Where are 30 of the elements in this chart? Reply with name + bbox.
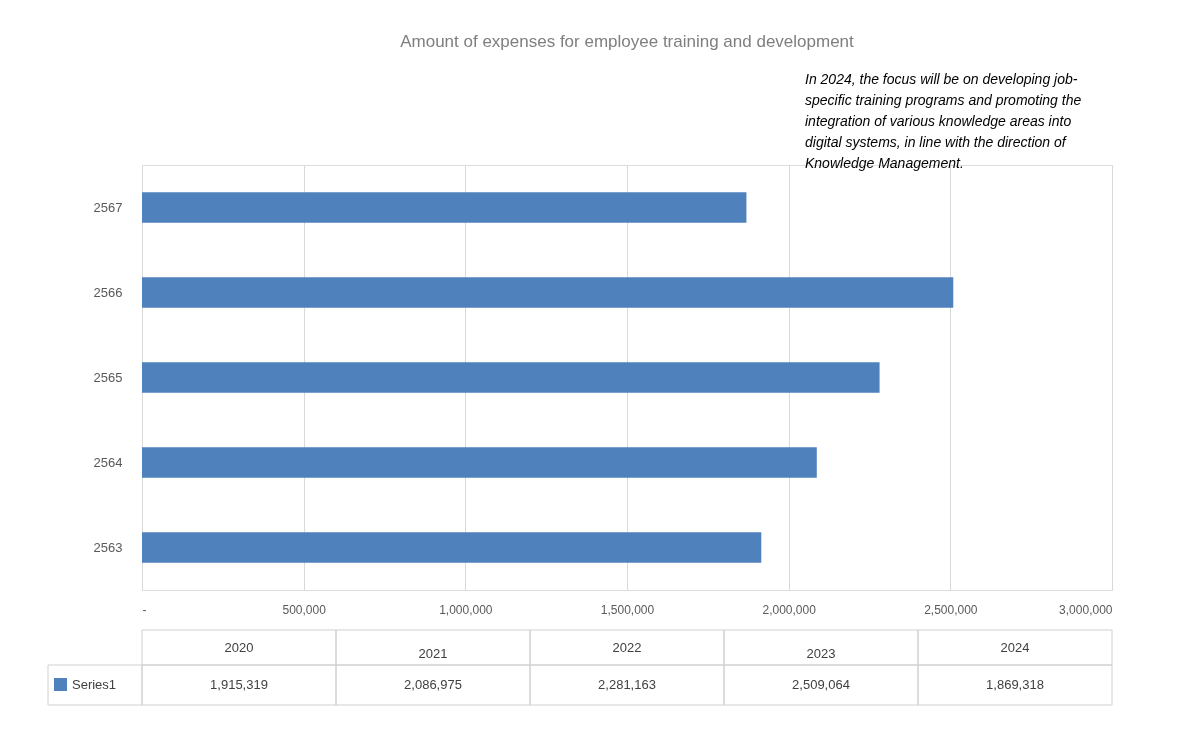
- text: 2023: [806, 645, 836, 661]
- text: 1,869,318: [986, 677, 1044, 692]
- x-tick-label: 2,000,000: [762, 602, 817, 617]
- y-tick-label: 2566: [93, 284, 123, 300]
- legend-label: Series1: [72, 677, 117, 692]
- text: 2,281,163: [598, 677, 656, 692]
- bar: [142, 532, 762, 563]
- text: 2024: [1000, 639, 1030, 655]
- text: 2021: [418, 645, 448, 661]
- bar: [142, 277, 954, 308]
- annotation: In 2024, the focus will be on developing job-specific training programs and promoting the integration of various knowledge areas into digital systems, in line with the direction of Knowledge Management.: [805, 71, 1082, 171]
- x-tick-label: -: [142, 602, 147, 617]
- x-tick-label: 500,000: [282, 602, 327, 617]
- text: 2022: [612, 639, 642, 655]
- bar: [142, 192, 747, 223]
- text: 2,086,975: [404, 677, 462, 692]
- y-tick-label: 2563: [93, 539, 123, 555]
- bar: [142, 362, 880, 393]
- text: 1,915,319: [210, 677, 268, 692]
- y-tick-label: 2565: [93, 369, 123, 385]
- y-tick-label: 2567: [93, 199, 123, 215]
- text: 2,509,064: [792, 677, 850, 692]
- x-tick-label: 2,500,000: [924, 602, 978, 617]
- bar: [142, 447, 817, 478]
- x-tick-label: 1,500,000: [600, 602, 655, 617]
- y-tick-label: 2564: [93, 454, 123, 470]
- text: 2020: [224, 639, 254, 655]
- x-tick-label: 1,000,000: [439, 602, 493, 617]
- x-tick-label: 3,000,000: [1059, 602, 1113, 617]
- chart-title: Amount of expenses for employee training and development: [400, 32, 855, 51]
